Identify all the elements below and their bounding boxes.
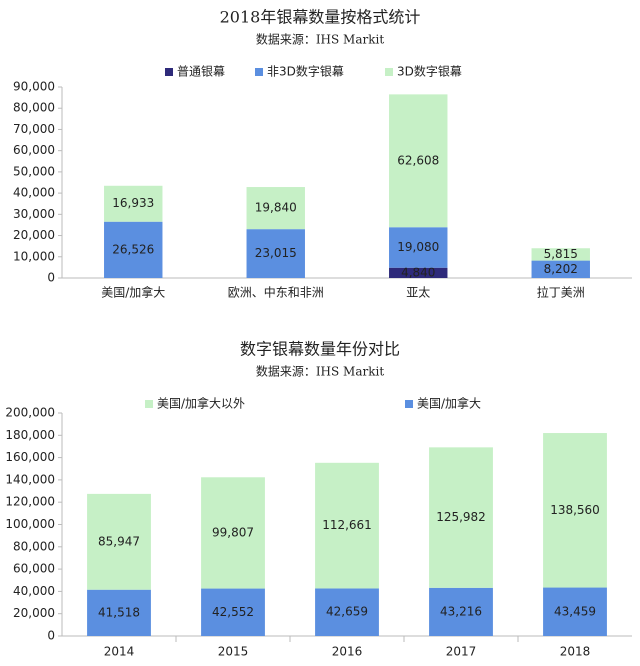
legend-label: 美国/加拿大以外: [157, 396, 245, 411]
data-label: 42,552: [212, 605, 254, 619]
y-tick-label: 140,000: [5, 472, 55, 486]
x-tick-label: 亚太: [406, 285, 430, 300]
x-tick-label: 拉丁美洲: [537, 285, 585, 300]
bar-segment: [429, 587, 493, 636]
bar-segment: [246, 229, 305, 278]
x-tick-label: 2016: [332, 645, 363, 659]
y-tick-label: 80,000: [13, 101, 55, 115]
legend-label: 非3D数字银幕: [267, 64, 344, 79]
legend-label: 3D数字银幕: [397, 64, 462, 79]
bar-segment: [87, 589, 151, 636]
data-label: 43,216: [440, 604, 482, 618]
bar-segment: [429, 447, 493, 588]
bar-segment: [543, 587, 607, 636]
y-tick-label: 40,000: [13, 186, 55, 200]
data-label: 26,526: [112, 242, 154, 256]
chart-title: 数字银幕数量年份对比: [240, 340, 400, 359]
data-label: 138,560: [550, 503, 600, 517]
bar-segment: [531, 260, 590, 278]
x-tick-label: 2018: [560, 645, 591, 659]
bar-segment: [315, 462, 379, 589]
bar-segment: [389, 267, 448, 278]
y-tick-label: 10,000: [13, 249, 55, 263]
y-tick-label: 50,000: [13, 164, 55, 178]
data-label: 43,459: [554, 604, 596, 618]
data-label: 99,807: [212, 525, 254, 539]
chart-subtitle: 数据来源：IHS Markit: [256, 32, 385, 47]
y-tick-label: 200,000: [5, 406, 55, 420]
y-tick-label: 30,000: [13, 207, 55, 221]
y-tick-label: 0: [47, 271, 55, 285]
data-label: 5,815: [544, 247, 578, 261]
bar-segment: [389, 94, 448, 228]
data-label: 41,518: [98, 605, 140, 619]
bar-segment: [201, 477, 265, 589]
y-tick-label: 60,000: [13, 562, 55, 576]
legend-swatch: [145, 400, 153, 408]
data-label: 42,659: [326, 605, 368, 619]
x-tick-label: 美国/加拿大: [101, 285, 165, 300]
x-tick-label: 欧洲、中东和非洲: [228, 285, 324, 300]
x-tick-label: 2014: [104, 645, 135, 659]
y-tick-label: 120,000: [5, 495, 55, 509]
bar-segment: [389, 227, 448, 268]
data-label: 23,015: [255, 246, 297, 260]
y-tick-label: 70,000: [13, 122, 55, 136]
y-tick-label: 0: [47, 629, 55, 643]
bar-segment: [315, 588, 379, 636]
bar-segment: [104, 221, 163, 278]
y-tick-label: 100,000: [5, 517, 55, 531]
legend-swatch: [405, 400, 413, 408]
data-label: 85,947: [98, 534, 140, 548]
bar-segment: [104, 185, 163, 222]
legend-swatch: [165, 68, 173, 76]
data-label: 8,202: [544, 262, 578, 276]
y-tick-label: 180,000: [5, 428, 55, 442]
legend-label: 普通银幕: [177, 65, 225, 79]
data-label: 112,661: [322, 518, 372, 532]
bar-segment: [246, 187, 305, 230]
data-label: 19,080: [397, 240, 439, 254]
y-tick-label: 60,000: [13, 143, 55, 157]
y-tick-label: 20,000: [13, 228, 55, 242]
data-label: 16,933: [112, 196, 154, 210]
legend-swatch: [255, 68, 263, 76]
data-label: 62,608: [397, 153, 439, 167]
legend-label: 美国/加拿大: [417, 396, 481, 411]
data-label: 19,840: [255, 201, 297, 215]
bar-segment: [531, 248, 590, 261]
x-tick-label: 2015: [218, 645, 249, 659]
y-tick-label: 160,000: [5, 450, 55, 464]
chart-title: 2018年银幕数量按格式统计: [220, 8, 421, 27]
data-label: 125,982: [436, 510, 486, 524]
chart-subtitle: 数据来源：IHS Markit: [256, 364, 385, 379]
y-tick-label: 20,000: [13, 606, 55, 620]
y-tick-label: 90,000: [13, 80, 55, 94]
bar-segment: [201, 588, 265, 636]
bar-segment: [87, 493, 151, 590]
legend-swatch: [385, 68, 393, 76]
bar-segment: [543, 433, 607, 588]
data-label: 4,840: [401, 265, 435, 279]
x-tick-label: 2017: [446, 645, 477, 659]
y-tick-label: 80,000: [13, 539, 55, 553]
y-tick-label: 40,000: [13, 584, 55, 598]
